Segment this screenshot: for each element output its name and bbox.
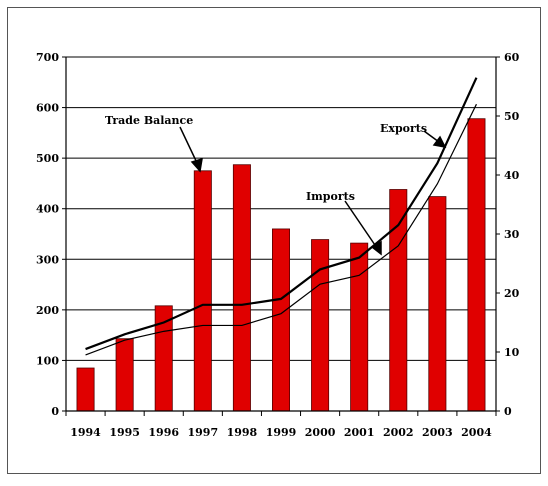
x-tick-label: 1996 <box>148 426 179 439</box>
grid-lines <box>66 56 496 361</box>
x-tick-label: 2004 <box>461 426 492 439</box>
x-tick-label: 1994 <box>70 426 101 439</box>
left-tick-label: 600 <box>36 102 59 115</box>
arrow-imports <box>344 200 378 249</box>
left-tick-label: 200 <box>36 304 59 317</box>
arrowhead-exports <box>432 135 447 149</box>
x-tick-label: 1999 <box>266 426 297 439</box>
left-tick-label: 0 <box>51 405 59 418</box>
arrow-trade-balance <box>179 126 199 166</box>
bar <box>350 242 369 412</box>
bar <box>428 196 447 412</box>
bar <box>271 228 290 412</box>
x-tick-label: 2003 <box>422 426 453 439</box>
bar <box>389 189 408 412</box>
left-tick-label: 500 <box>36 152 59 165</box>
x-tick-label: 2002 <box>383 426 414 439</box>
arrowhead-trade-balance <box>190 157 203 173</box>
right-tick-label: 10 <box>504 346 520 359</box>
x-tick-label: 2000 <box>305 426 336 439</box>
right-tick-label: 30 <box>504 228 520 241</box>
line-series <box>85 77 478 356</box>
x-tick-label: 2001 <box>344 426 375 439</box>
imports-line <box>85 103 477 356</box>
annotation-arrows <box>179 126 447 256</box>
right-tick-label: 40 <box>504 169 520 182</box>
left-tick-label: 700 <box>36 51 59 64</box>
bar <box>467 118 486 412</box>
right-tick-label: 60 <box>504 51 520 64</box>
arrowhead-imports <box>370 240 382 256</box>
annotation-trade-balance: Trade Balance <box>105 114 193 127</box>
right-tick-label: 50 <box>504 110 520 123</box>
chart-border <box>7 7 541 474</box>
annotation-imports: Imports <box>306 190 355 203</box>
right-tick-label: 20 <box>504 287 520 300</box>
bar <box>76 367 95 412</box>
left-tick-label: 300 <box>36 253 59 266</box>
x-tick-label: 1997 <box>188 426 219 439</box>
left-tick-label: 100 <box>36 354 59 367</box>
bar-series <box>76 118 486 412</box>
left-tick-label: 400 <box>36 203 59 216</box>
bar <box>311 239 330 412</box>
x-tick-label: 1998 <box>227 426 258 439</box>
exports-line <box>85 77 478 351</box>
x-tick-label: 1995 <box>109 426 140 439</box>
tick-labels: 0 100 200 300 400 500 600 700 0 10 20 30 40 50 60 1994 1… <box>36 51 520 439</box>
bar <box>115 338 134 412</box>
bar <box>232 164 251 412</box>
annotation-exports: Exports <box>380 122 427 135</box>
right-tick-label: 0 <box>504 405 512 418</box>
arrow-exports <box>423 130 440 143</box>
bar <box>193 170 212 412</box>
axes <box>62 56 500 416</box>
